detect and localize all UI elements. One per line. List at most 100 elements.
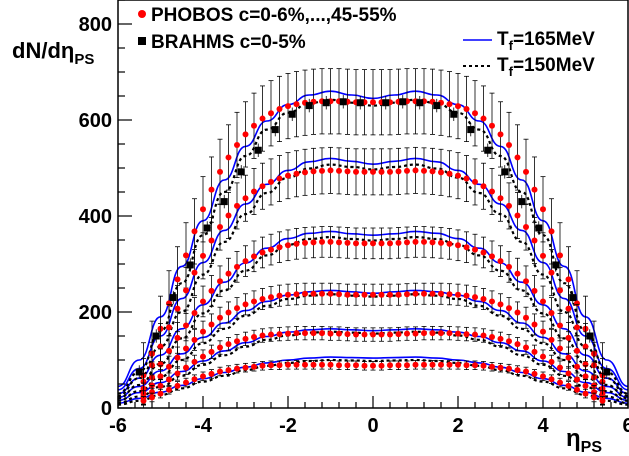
axes: -6 -4 -2 0 2 4 6 0 200 400 600 800 <box>79 0 629 437</box>
phobos-point <box>234 263 240 270</box>
x-tick-label: -2 <box>279 415 297 437</box>
phobos-point <box>293 361 300 368</box>
phobos-point <box>174 334 181 341</box>
phobos-point <box>166 363 172 370</box>
phobos-point <box>531 287 538 294</box>
phobos-point <box>557 287 563 294</box>
legend-tf150-sub: f <box>509 64 514 79</box>
phobos-point <box>200 252 206 259</box>
phobos-point <box>387 331 393 338</box>
phobos-point <box>557 379 563 386</box>
brahms-point <box>288 110 296 118</box>
phobos-point <box>497 131 504 138</box>
phobos-point <box>225 309 232 316</box>
phobos-point <box>166 300 172 307</box>
phobos-point <box>378 291 385 298</box>
phobos-point <box>591 389 597 396</box>
phobos-point <box>514 212 521 219</box>
phobos-point <box>183 379 189 386</box>
phobos-point <box>565 334 572 341</box>
brahms-point <box>169 294 177 302</box>
legend-phobos-label: PHOBOS c=0-6%,...,45-55% <box>151 5 397 26</box>
phobos-point <box>319 238 325 245</box>
phobos-point <box>438 239 444 246</box>
phobos-point <box>429 290 436 297</box>
phobos-point <box>251 253 257 260</box>
phobos-point <box>523 224 529 231</box>
phobos-point <box>472 362 478 369</box>
phobos-point <box>421 290 427 297</box>
phobos-point <box>191 228 198 235</box>
phobos-point <box>336 239 342 246</box>
phobos-point <box>429 361 436 368</box>
phobos-point <box>259 332 266 339</box>
phobos-point <box>293 101 300 108</box>
phobos-point <box>565 354 572 361</box>
phobos-point <box>183 364 189 371</box>
phobos-point <box>319 290 325 297</box>
phobos-point <box>208 321 215 328</box>
phobos-point <box>421 361 427 368</box>
brahms-point <box>416 99 424 107</box>
phobos-point <box>412 167 419 174</box>
phobos-point <box>361 291 368 298</box>
phobos-point <box>506 141 512 148</box>
phobos-point <box>438 290 444 297</box>
brahms-point <box>518 198 526 206</box>
phobos-point <box>344 362 351 369</box>
phobos-point <box>217 224 223 231</box>
brahms-point <box>305 102 313 110</box>
phobos-point <box>353 240 359 247</box>
phobos-point <box>489 253 495 260</box>
phobos-point <box>361 331 368 338</box>
phobos-point <box>540 328 546 335</box>
phobos-point <box>353 362 359 369</box>
phobos-point <box>183 252 189 259</box>
phobos-point <box>259 249 266 256</box>
y-axis-label: dN/dηPS <box>12 38 94 68</box>
phobos-point <box>574 300 580 307</box>
phobos-point <box>514 154 521 161</box>
phobos-point <box>225 367 232 374</box>
phobos-point <box>378 240 385 247</box>
phobos-point <box>302 169 308 176</box>
phobos-point <box>446 361 453 368</box>
phobos-point <box>378 331 385 338</box>
phobos-point <box>387 291 393 298</box>
x-axis-label-main: η <box>566 425 581 452</box>
phobos-point <box>149 394 155 401</box>
phobos-point <box>565 276 572 283</box>
phobos-point <box>302 239 308 246</box>
phobos-point <box>276 362 283 369</box>
x-tick-label: -4 <box>194 415 213 437</box>
legend-tf165-sub: f <box>509 38 514 53</box>
phobos-point <box>531 370 538 377</box>
phobos-point <box>412 361 419 368</box>
phobos-point <box>327 238 334 245</box>
phobos-point <box>446 330 453 337</box>
phobos-point <box>395 331 402 338</box>
phobos-point <box>489 122 495 129</box>
y-axis-label-main: dN/dη <box>12 38 74 63</box>
brahms-point <box>382 99 390 107</box>
phobos-point <box>268 294 274 301</box>
phobos-point <box>387 240 393 247</box>
phobos-point <box>574 347 580 354</box>
phobos-point <box>336 167 342 174</box>
phobos-point <box>523 168 529 175</box>
phobos-point <box>344 291 351 298</box>
phobos-point <box>242 335 249 342</box>
phobos-point <box>480 362 487 369</box>
phobos-point <box>472 294 478 301</box>
legend-tf150-main: T <box>497 55 509 76</box>
phobos-point <box>395 362 402 369</box>
phobos-point <box>251 363 257 370</box>
brahms-point <box>322 99 330 107</box>
brahms-point <box>203 224 211 232</box>
phobos-point <box>574 386 580 393</box>
phobos-point <box>548 336 555 343</box>
brahms-point <box>186 261 194 269</box>
phobos-point <box>472 246 478 253</box>
phobos-point <box>463 331 470 338</box>
phobos-point <box>523 278 529 285</box>
